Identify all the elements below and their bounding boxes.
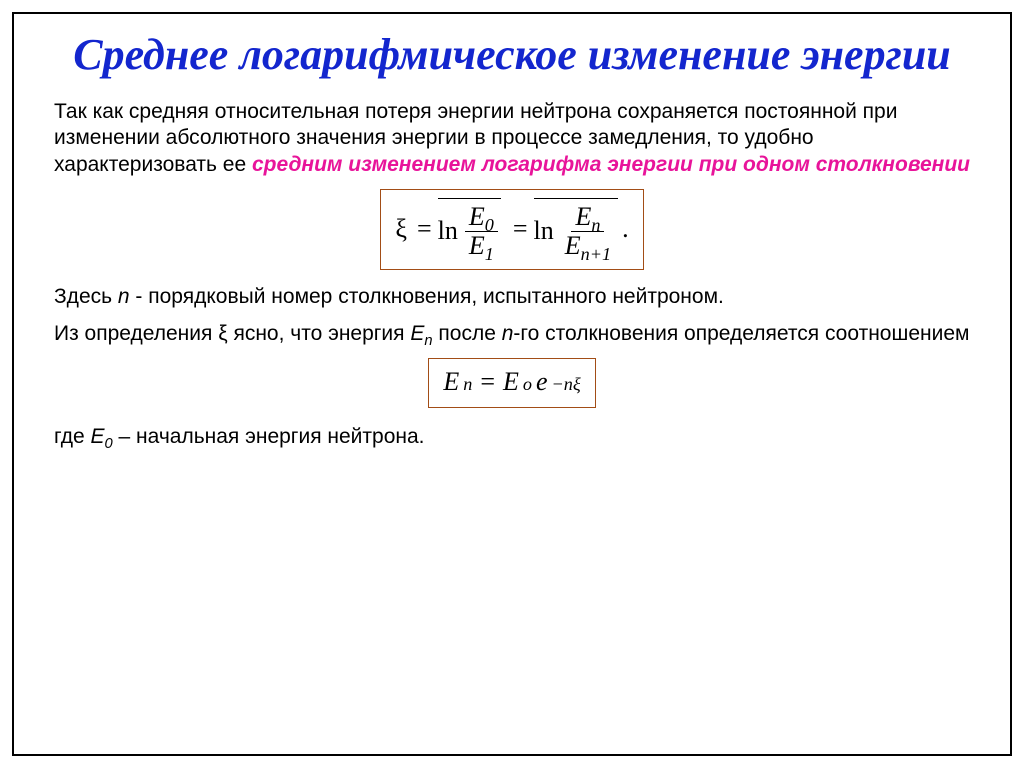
p3-mid: после	[433, 322, 502, 345]
period: .	[622, 214, 629, 244]
p3-En: En	[410, 322, 432, 345]
formula-1-wrap: ξ = ln E0 E1 =	[54, 189, 970, 270]
formula-2-wrap: En = Eo e−nξ	[54, 358, 970, 408]
E1-E: E	[469, 231, 485, 260]
p4-pre: где	[54, 425, 90, 448]
En1-E: E	[565, 231, 581, 260]
eq-ln-2: =	[513, 214, 528, 244]
paragraph-2: Здесь n - порядковый номер столкновения,…	[54, 284, 970, 311]
E0-E: E	[469, 202, 485, 231]
overbar-term-1: ln E0 E1	[438, 198, 501, 259]
p3-En-n: n	[424, 333, 432, 349]
En-E: E	[575, 202, 591, 231]
slide: Среднее логарифмическое изменение энерги…	[12, 12, 1012, 756]
ln-1: ln	[438, 218, 458, 244]
f2-eq: =	[480, 367, 495, 397]
paragraph-1: Так как средняя относительная потеря эне…	[54, 99, 970, 180]
ln-2: ln	[534, 218, 554, 244]
p3-pre: Из определения ξ ясно, что энергия	[54, 322, 410, 345]
eq-ln-1: =	[417, 214, 432, 244]
overbar-term-2: ln En En+1	[534, 198, 619, 259]
p4-post: – начальная энергия нейтрона.	[113, 425, 425, 448]
p4-E0: E0	[90, 425, 112, 448]
paragraph-4: где E0 – начальная энергия нейтрона.	[54, 424, 970, 451]
p3-En-E: E	[410, 322, 424, 345]
f2-e: e	[536, 367, 548, 397]
p4-sub: 0	[105, 436, 113, 452]
frac-2: En En+1	[561, 203, 615, 259]
f2-lhs-E: E	[443, 367, 459, 397]
paragraph-3: Из определения ξ ясно, что энергия En по…	[54, 321, 970, 348]
xi-symbol: ξ	[395, 214, 407, 244]
p1-highlight: средним изменением логарифма энергии при…	[252, 153, 970, 176]
formula-2: En = Eo e−nξ	[428, 358, 595, 408]
p4-E: E	[90, 425, 104, 448]
p2-n: n	[118, 285, 130, 308]
p3-n2: n	[502, 322, 514, 345]
f2-rhs-E: E	[503, 367, 519, 397]
p3-post: -го столкновения определяется соотношени…	[513, 322, 969, 345]
E1-sub: 1	[485, 244, 494, 264]
p2-pre: Здесь	[54, 285, 118, 308]
slide-title: Среднее логарифмическое изменение энерги…	[54, 30, 970, 81]
formula-1: ξ = ln E0 E1 =	[380, 189, 643, 270]
frac-1: E0 E1	[465, 203, 498, 259]
En1-sub: n+1	[581, 244, 611, 264]
p2-post: - порядковый номер столкновения, испытан…	[130, 285, 724, 308]
